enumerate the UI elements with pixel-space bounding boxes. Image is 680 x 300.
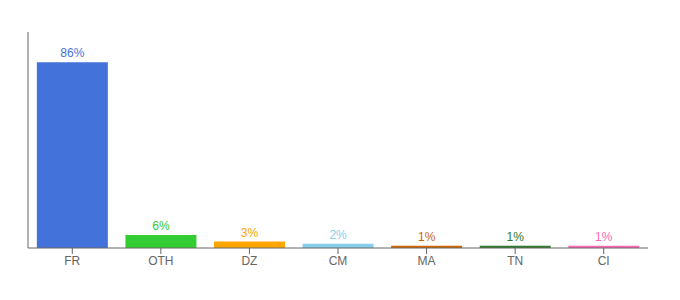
svg-text:MA: MA xyxy=(418,254,436,268)
svg-text:TN: TN xyxy=(507,254,523,268)
svg-text:DZ: DZ xyxy=(241,254,257,268)
svg-text:3%: 3% xyxy=(241,226,259,240)
svg-text:1%: 1% xyxy=(507,230,525,244)
svg-text:1%: 1% xyxy=(595,230,613,244)
svg-text:6%: 6% xyxy=(152,219,170,233)
svg-text:86%: 86% xyxy=(60,46,84,60)
svg-text:1%: 1% xyxy=(418,230,436,244)
svg-text:CM: CM xyxy=(329,254,348,268)
svg-text:CI: CI xyxy=(598,254,610,268)
svg-text:2%: 2% xyxy=(329,228,347,242)
svg-text:OTH: OTH xyxy=(148,254,173,268)
svg-text:FR: FR xyxy=(64,254,80,268)
